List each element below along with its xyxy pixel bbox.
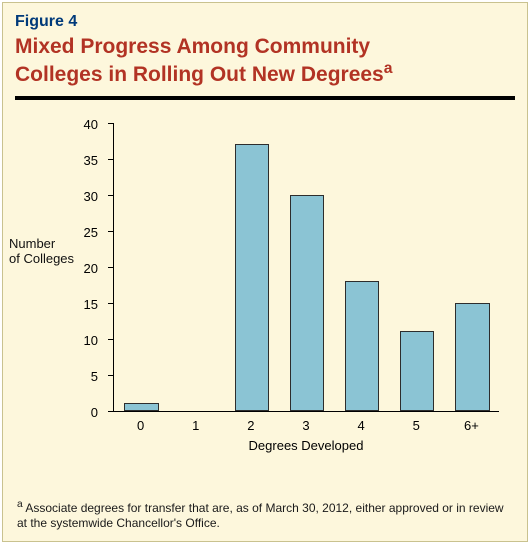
ylabel-line2: of Colleges: [9, 251, 74, 266]
x-tick-label: 4: [358, 418, 365, 433]
bar: [290, 195, 324, 411]
x-tick-label: 5: [413, 418, 420, 433]
y-tick-mark: [108, 267, 114, 268]
y-tick-mark: [108, 339, 114, 340]
footnote: a Associate degrees for transfer that ar…: [17, 499, 513, 531]
bar: [400, 331, 434, 410]
y-tick-label: 5: [91, 369, 98, 384]
footnote-superscript: a: [17, 499, 23, 510]
bar: [235, 144, 269, 410]
y-tick-label: 15: [84, 297, 98, 312]
y-tick-mark: [108, 231, 114, 232]
y-tick-label: 0: [91, 405, 98, 420]
x-axis-area: Degrees Developed 0 1 2 3 4 5 6+: [113, 412, 499, 456]
x-axis-label: Degrees Developed: [113, 438, 499, 453]
chart-title: Mixed Progress Among Community Colleges …: [15, 35, 515, 88]
plot-area: 0510152025303540: [113, 124, 499, 412]
y-tick-label: 20: [84, 261, 98, 276]
bar: [124, 403, 158, 410]
title-line1: Mixed Progress Among Community: [15, 35, 370, 58]
plot-wrapper: Number of Colleges 0510152025303540 Degr…: [15, 106, 515, 456]
title-rule: [15, 96, 515, 100]
x-tick-label: 1: [192, 418, 199, 433]
y-tick-label: 10: [84, 333, 98, 348]
y-tick-mark: [108, 195, 114, 196]
figure-label: Figure 4: [15, 13, 515, 31]
ylabel-line1: Number: [9, 236, 55, 251]
y-tick-mark: [108, 303, 114, 304]
bars-layer: [114, 124, 499, 411]
figure-container: Figure 4 Mixed Progress Among Community …: [2, 2, 528, 542]
y-tick-mark: [108, 375, 114, 376]
y-tick-mark: [108, 159, 114, 160]
y-tick-label: 30: [84, 189, 98, 204]
title-superscript: a: [384, 60, 393, 77]
y-axis-label: Number of Colleges: [9, 236, 79, 267]
bar: [345, 281, 379, 411]
x-tick-label: 2: [247, 418, 254, 433]
x-tick-label: 3: [302, 418, 309, 433]
y-tick-label: 35: [84, 153, 98, 168]
y-tick-label: 40: [84, 117, 98, 132]
y-tick-label: 25: [84, 225, 98, 240]
title-line2: Colleges in Rolling Out New Degrees: [15, 63, 384, 86]
x-tick-label: 0: [137, 418, 144, 433]
x-tick-label: 6+: [464, 418, 479, 433]
y-tick-mark: [108, 123, 114, 124]
bar: [455, 303, 489, 411]
footnote-text: Associate degrees for transfer that are,…: [17, 501, 504, 530]
